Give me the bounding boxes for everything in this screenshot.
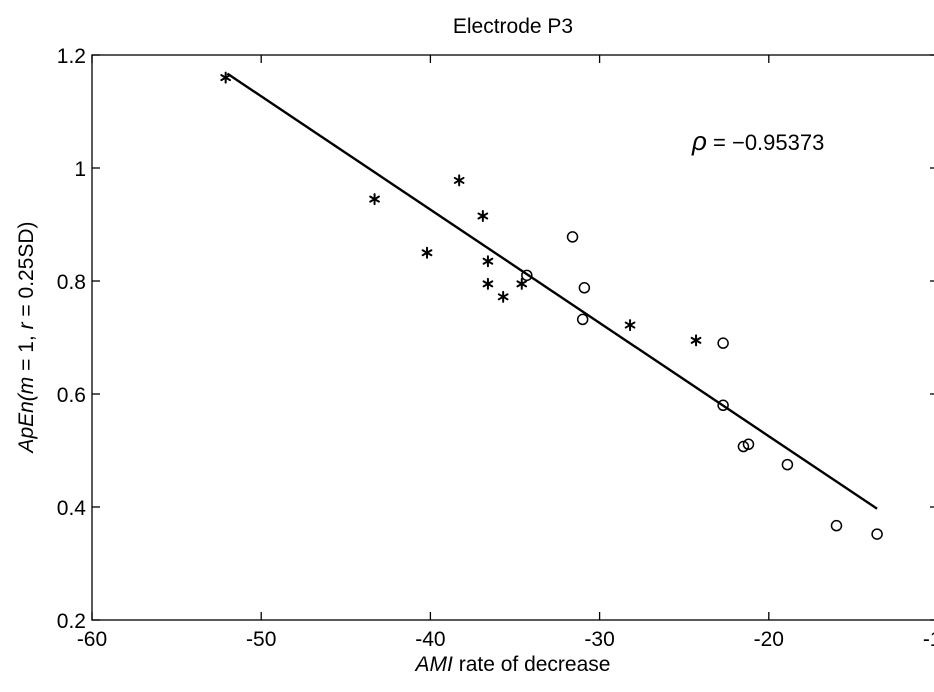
plot-area-frame [91,54,934,621]
chart-title: Electrode P3 [453,15,573,38]
x-tick-label: -50 [246,628,276,651]
asterisk-point [477,210,489,223]
x-tick-label: -30 [584,628,614,651]
regression-line [226,72,878,510]
asterisk-point [624,319,636,332]
y-axis-title-part-2: m [15,377,38,395]
y-axis: 0.2 0.4 0.6 0.8 1 1.2 [57,45,934,633]
asterisk-point [497,290,509,303]
data-points [220,71,883,540]
circle-point [830,519,843,532]
x-axis-title-italic: AMI [414,653,454,676]
circle-point [871,528,883,540]
y-axis-title-part-3: = 1, [15,329,38,376]
x-axis-title: AMI rate of decrease [414,653,611,676]
rho-symbol: ρ [691,126,707,156]
y-axis-title-part-1: ApEn( [15,392,38,454]
x-axis-title-rest: rate of decrease [453,653,611,676]
x-tick-label: -10 [923,628,934,651]
y-axis-title-part-4: r [15,321,38,329]
y-tick-label: 1 [74,158,86,181]
y-axis-title-part-5: = 0.25SD) [15,221,38,322]
asterisk-point [453,174,465,187]
asterisk-point [482,277,494,290]
circle-point [781,458,794,471]
circle-point [737,440,750,453]
circle-point [576,313,589,326]
circle-point [717,399,729,412]
asterisk-point [482,255,494,268]
correlation-value: = −0.95373 [707,130,824,155]
circle-point [742,438,755,451]
x-axis: -60 -50 -40 -30 -20 -10 [77,55,934,651]
circle-point [566,231,579,243]
x-tick-label: -40 [415,628,445,651]
y-tick-label: 1.2 [57,45,86,68]
y-tick-label: 0.8 [57,271,86,294]
asterisk-point [369,193,380,206]
x-tick-label: -20 [754,628,784,651]
y-tick-label: 0.6 [57,384,86,407]
y-tick-label: 0.2 [57,610,86,633]
asterisk-point [690,334,702,347]
y-axis-title: ApEn(m = 1, r = 0.25SD) [15,221,38,454]
circle-point [717,337,729,349]
circle-point [578,282,591,294]
circle-point [521,269,533,282]
y-tick-label: 0.4 [57,497,87,520]
x-tick-label: -60 [77,628,107,651]
asterisk-point [220,71,232,84]
correlation-annotation: ρ = −0.95373 [691,126,824,156]
asterisk-point [516,277,528,290]
asterisk-point [421,246,433,259]
